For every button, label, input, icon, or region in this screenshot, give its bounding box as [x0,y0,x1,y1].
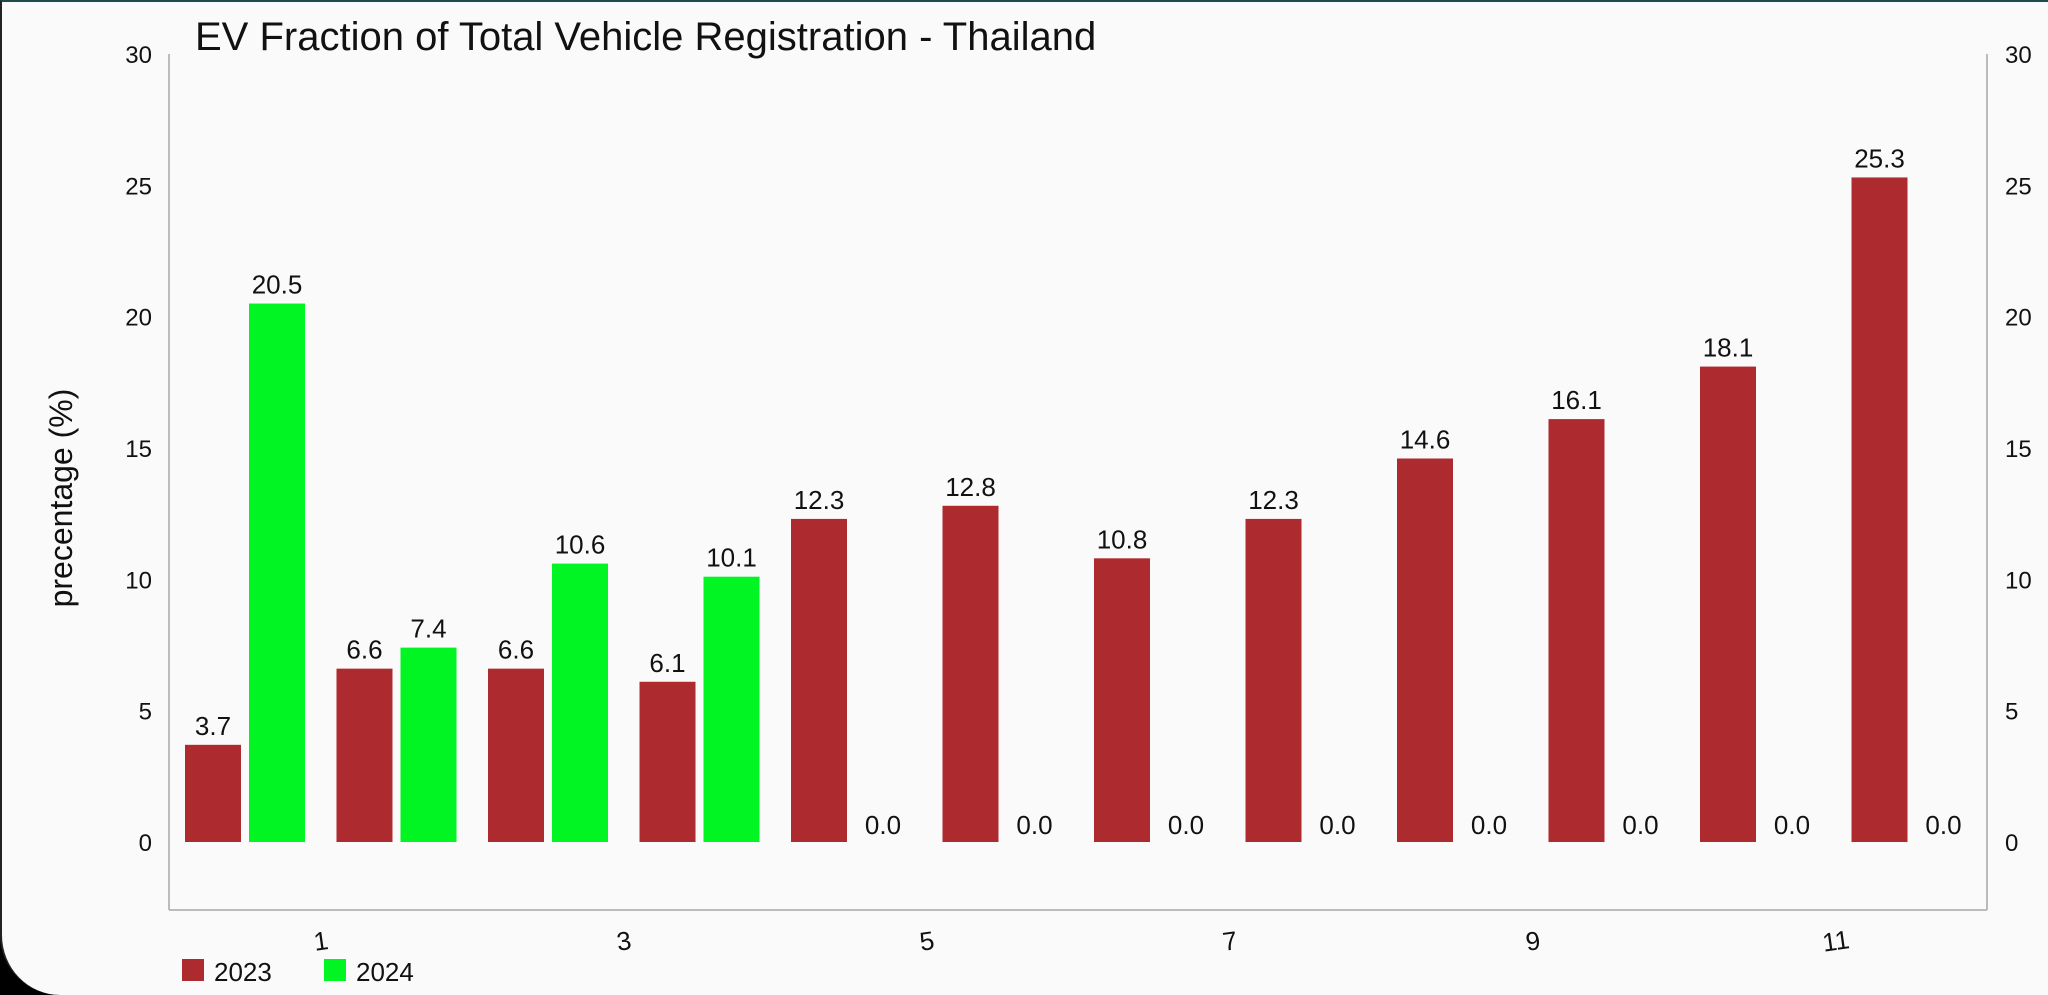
bar-2023 [1094,558,1150,842]
data-label-2024: 0.0 [1471,810,1507,840]
data-label-2023: 14.6 [1400,425,1451,455]
y-tick-label-right: 25 [2005,173,2032,200]
x-tick-label: 9 [1524,925,1543,957]
data-label-2024: 0.0 [1016,810,1052,840]
bar-2023 [1851,177,1908,842]
bar-2023 [942,505,999,842]
y-tick-label-right: 0 [2005,830,2018,857]
bar-2024 [703,576,760,842]
bar-2023 [1397,458,1453,842]
bar-2023 [639,681,696,842]
bar-2024 [249,303,305,842]
data-label-2024: 0.0 [1168,810,1204,840]
bar-2024 [552,563,608,842]
y-tick-label-right: 30 [2005,42,2032,69]
x-tick-label: 1 [312,925,331,957]
data-label-2023: 25.3 [1854,143,1905,173]
y-tick-label-left: 0 [139,830,152,857]
legend-label-2023: 2023 [214,957,272,987]
bar-2023 [791,518,847,842]
y-tick-label-left: 5 [139,699,152,726]
data-label-2024: 0.0 [1774,810,1810,840]
y-tick-label-left: 10 [125,567,152,594]
legend-swatch-2023 [182,959,204,981]
y-tick-label-left: 15 [125,436,152,463]
bar-2023 [488,668,544,842]
y-tick-label-left: 25 [125,173,152,200]
data-label-2023: 12.3 [794,485,845,515]
x-tick-label: 11 [1820,924,1851,957]
data-label-2024: 7.4 [410,614,446,644]
bar-2023 [336,668,393,842]
data-label-2023: 3.7 [195,711,231,741]
y-tick-label-right: 20 [2005,305,2032,332]
bar-2024 [400,647,457,842]
data-label-2023: 6.1 [649,648,685,678]
legend-label-2024: 2024 [356,957,414,987]
data-label-2024: 20.5 [252,270,303,300]
data-label-2023: 16.1 [1551,385,1602,415]
data-label-2023: 12.8 [945,472,996,502]
y-tick-label-right: 10 [2005,567,2032,594]
y-tick-label-left: 30 [125,42,152,69]
data-label-2023: 18.1 [1703,333,1754,363]
data-label-2024: 0.0 [865,810,901,840]
data-label-2023: 10.8 [1097,524,1148,554]
data-label-2024: 0.0 [1925,810,1961,840]
data-label-2024: 10.1 [706,543,757,573]
data-label-2024: 0.0 [1622,810,1658,840]
bar-2023 [1548,419,1605,842]
bar-2023 [1245,518,1302,842]
y-tick-label-right: 5 [2005,699,2018,726]
y-tick-label-right: 15 [2005,436,2032,463]
legend-swatch-2024 [324,959,346,981]
bar-2023 [1700,366,1756,842]
chart-title: EV Fraction of Total Vehicle Registratio… [195,15,1096,59]
data-label-2023: 12.3 [1248,485,1299,515]
y-axis-label: precentage (%) [43,389,79,608]
bar-2023 [185,744,241,842]
x-tick-label: 5 [918,925,937,957]
data-label-2024: 0.0 [1319,810,1355,840]
data-label-2023: 6.6 [498,635,534,665]
x-tick-label: 7 [1221,925,1240,957]
data-label-2024: 10.6 [555,530,606,560]
y-tick-label-left: 20 [125,305,152,332]
x-tick-label: 3 [615,925,634,957]
data-label-2023: 6.6 [346,635,382,665]
